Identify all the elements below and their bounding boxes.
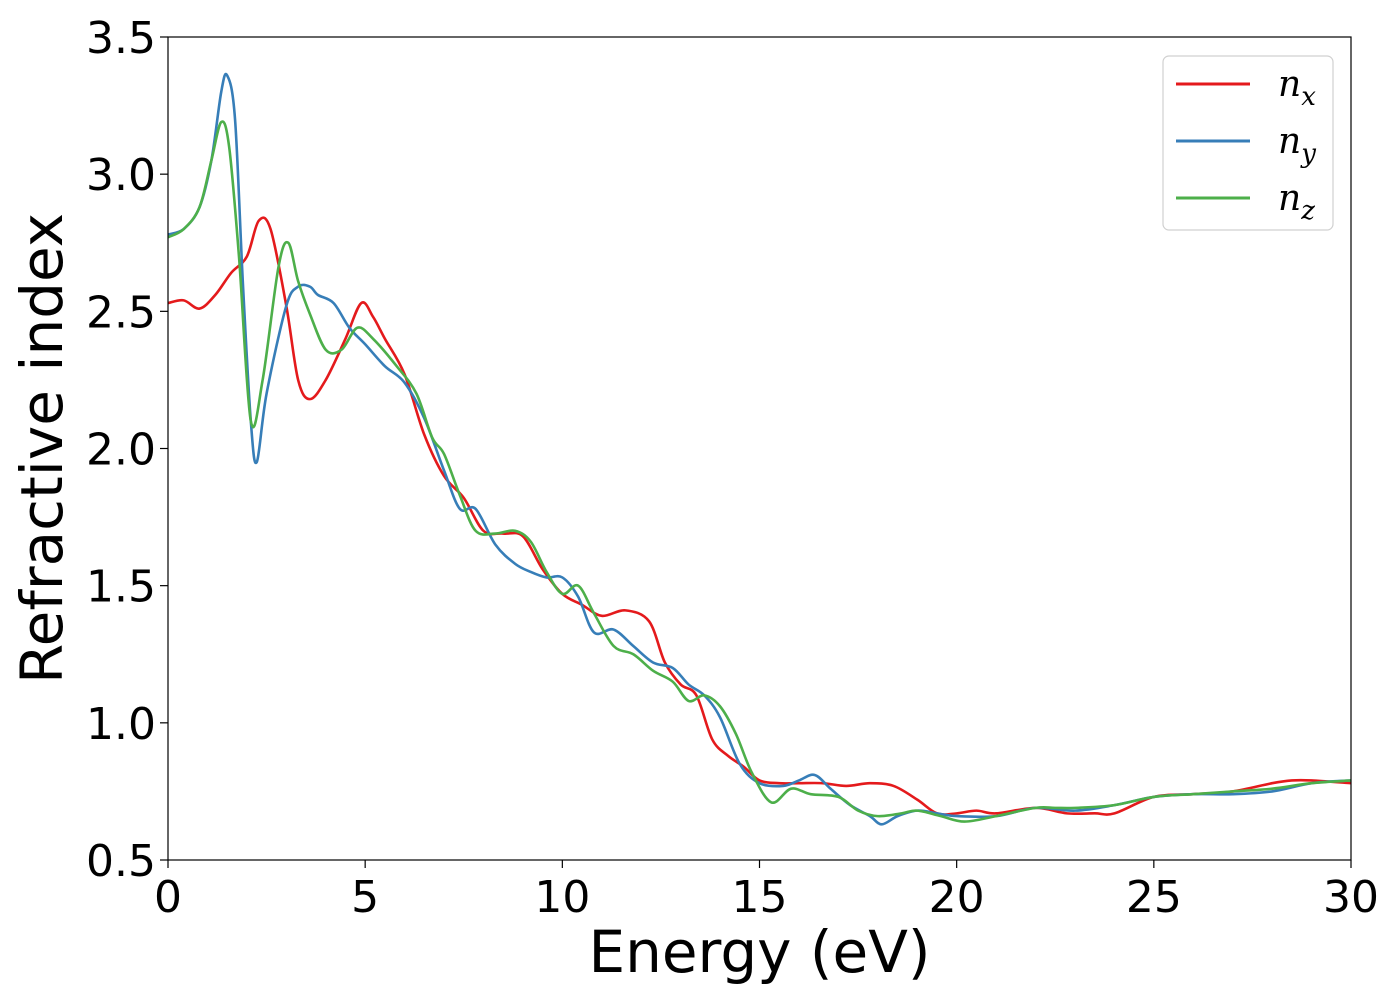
legend-label: nz bbox=[1278, 178, 1315, 226]
legend-label-subscript: z bbox=[1300, 196, 1315, 226]
legend-label-base: n bbox=[1278, 64, 1301, 105]
y-tick-label: 3.5 bbox=[86, 13, 156, 64]
y-tick-label: 2.5 bbox=[86, 287, 156, 338]
legend-label-base: n bbox=[1278, 178, 1301, 219]
y-axis-label: Refractive index bbox=[8, 213, 76, 684]
series-line-nz bbox=[167, 120, 1352, 823]
x-tick-label: 0 bbox=[154, 872, 182, 923]
y-tick-label: 1.5 bbox=[86, 562, 156, 613]
x-axis-label: Energy (eV) bbox=[588, 918, 930, 986]
y-axis-ticks: 0.5 1.0 1.5 2.0 2.5 3.0 3.5 bbox=[86, 13, 168, 887]
x-tick-label: 5 bbox=[351, 872, 379, 923]
series-line-nx bbox=[167, 216, 1352, 816]
x-tick-label: 10 bbox=[534, 872, 590, 923]
x-axis-ticks: 0 5 10 15 20 25 30 bbox=[154, 860, 1379, 923]
y-tick-label: 2.0 bbox=[86, 425, 156, 476]
legend-label-base: n bbox=[1278, 121, 1301, 162]
legend-label-subscript: y bbox=[1300, 139, 1316, 169]
x-tick-label: 15 bbox=[732, 872, 788, 923]
legend-label: nx bbox=[1278, 64, 1316, 112]
x-tick-label: 30 bbox=[1323, 872, 1379, 923]
x-tick-label: 25 bbox=[1126, 872, 1182, 923]
y-tick-label: 1.0 bbox=[86, 699, 156, 750]
y-tick-label: 3.0 bbox=[86, 150, 156, 201]
series-line-ny bbox=[167, 72, 1352, 826]
y-tick-label: 0.5 bbox=[86, 836, 156, 887]
x-tick-label: 20 bbox=[929, 872, 985, 923]
legend-label: ny bbox=[1278, 121, 1316, 169]
series-layer bbox=[167, 72, 1352, 826]
legend-label-subscript: x bbox=[1301, 82, 1316, 112]
legend-box bbox=[1162, 55, 1334, 231]
